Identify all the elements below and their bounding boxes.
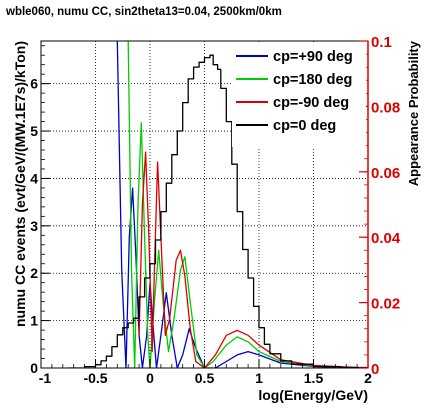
x-tick-label: -0.5 [83, 370, 107, 386]
legend: cp=+90 deg cp=180 deg cp=-90 deg cp=0 deg [232, 44, 366, 147]
x-tick-label: 0 [146, 370, 154, 386]
legend-box [232, 44, 366, 147]
legend-entry-label: cp=-90 deg [273, 95, 349, 111]
y-tick-label: 0 [30, 360, 38, 376]
y-right-tick-label: 0.02 [371, 296, 400, 313]
y-axis-label: numu CC events (evt/GeV/(MW.1E7s)/kTon) [12, 41, 28, 327]
x-tick-label: 1 [255, 370, 263, 386]
y-right-tick-label: 0.1 [371, 34, 392, 51]
chart-title: wble060, numu CC, sin2theta13=0.04, 2500… [6, 6, 282, 18]
y-right-tick-label: 0.08 [371, 99, 400, 116]
legend-entry-label: cp=0 deg [273, 118, 336, 134]
x-tick-label: -1 [39, 370, 52, 386]
series-line [138, 151, 368, 368]
legend-entry-label: cp=+90 deg [273, 49, 353, 65]
x-axis-label: log(Energy/GeV) [258, 387, 368, 403]
x-tick-label: 2 [364, 370, 372, 386]
y-tick-label: 5 [30, 123, 38, 139]
series-line [116, 41, 368, 368]
y-tick-label: 4 [30, 170, 38, 186]
legend-entry-label: cp=180 deg [273, 72, 352, 88]
y-tick-label: 2 [30, 265, 38, 281]
x-tick-label: 0.5 [195, 370, 215, 386]
y-right-tick-label: 0.06 [371, 165, 400, 182]
curves [68, 41, 368, 368]
series-line [127, 41, 368, 368]
series-line [68, 54, 368, 368]
y-right-tick-label: 0 [371, 361, 379, 378]
y-axis-right-label: Appearance Probability [406, 40, 421, 186]
y-tick-label: 1 [30, 313, 38, 329]
y-right-tick-label: 0.04 [371, 230, 401, 247]
y-tick-label: 3 [30, 218, 38, 234]
y-tick-label: 6 [30, 76, 38, 92]
x-tick-label: 1.5 [304, 370, 324, 386]
